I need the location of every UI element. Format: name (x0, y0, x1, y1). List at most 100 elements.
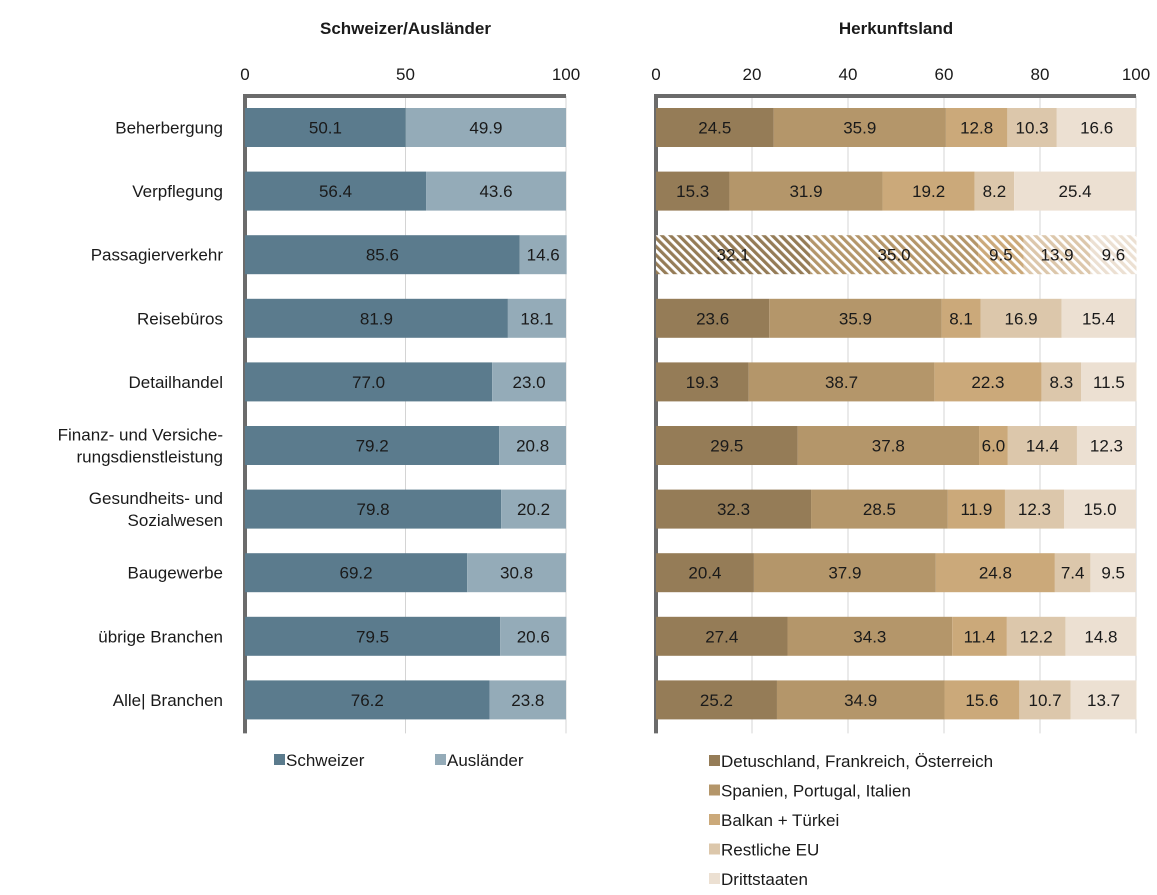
bar-balkan-tuerkei (947, 489, 1005, 529)
x-tick-label: 20 (743, 65, 762, 84)
x-tick-label: 40 (839, 65, 858, 84)
bar-auslaender (489, 680, 566, 720)
category-label: Passagierverkehr (91, 246, 224, 265)
data-label: 8.3 (1050, 373, 1074, 392)
category-label: Reisebüros (137, 309, 223, 328)
category-label: Detailhandel (128, 373, 223, 392)
bar-auslaender (405, 108, 566, 147)
bar-auslaender (426, 171, 566, 211)
bar-restliche-eu (1054, 553, 1091, 593)
bar-drittstaaten (1090, 235, 1137, 275)
bar-spanien-portugal-italien (729, 171, 883, 211)
data-label: 81.9 (360, 309, 393, 328)
data-label: 77.0 (352, 373, 385, 392)
data-label: 24.5 (698, 119, 731, 138)
bar-detuschland-frankreich-oesterreich (656, 362, 749, 402)
chart-title: Schweizer/Ausländer (320, 19, 491, 38)
data-label: 38.7 (825, 373, 858, 392)
bar-auslaender (499, 426, 566, 465)
data-label: 15.4 (1082, 309, 1115, 328)
bar-detuschland-frankreich-oesterreich (656, 235, 811, 275)
data-label: 23.0 (513, 373, 546, 392)
data-label: 37.9 (828, 564, 861, 583)
bar-spanien-portugal-italien (773, 108, 946, 147)
bar-spanien-portugal-italien (776, 680, 945, 720)
bar-schweizer (245, 680, 490, 720)
data-label: 20.4 (688, 564, 721, 583)
bar-spanien-portugal-italien (810, 235, 979, 275)
data-label: 49.9 (469, 119, 502, 138)
data-label: 15.0 (1083, 500, 1116, 519)
data-label: 9.5 (1101, 564, 1125, 583)
bar-drittstaaten (1090, 553, 1136, 593)
data-label: 35.0 (878, 246, 911, 265)
bar-spanien-portugal-italien (769, 298, 942, 338)
category-label: Beherbergung (115, 119, 223, 138)
data-label: 20.6 (517, 627, 550, 646)
data-label: 30.8 (500, 564, 533, 583)
category-label: rungsdienstleistung (77, 448, 223, 467)
data-label: 32.3 (717, 500, 750, 519)
bar-schweizer (245, 108, 406, 147)
data-label: 23.6 (696, 309, 729, 328)
bar-schweizer (245, 171, 427, 211)
bar-detuschland-frankreich-oesterreich (656, 298, 770, 338)
bar-auslaender (501, 489, 566, 529)
category-label: Alle| Branchen (113, 691, 223, 710)
bar-drittstaaten (1076, 426, 1136, 465)
data-label: 31.9 (789, 182, 822, 201)
legend-label: Ausländer (447, 751, 524, 770)
bar-balkan-tuerkei (945, 108, 1008, 147)
right-chart-panel: Herkunftsland 0 20 40 60 80 100 24.5 35.9 12.8 10.… (651, 19, 1150, 889)
data-label: 12.3 (1090, 437, 1123, 456)
legend-swatch (709, 843, 720, 855)
bar-restliche-eu (1004, 489, 1064, 529)
data-label: 12.3 (1018, 500, 1051, 519)
data-label: 12.2 (1020, 627, 1053, 646)
bar-restliche-eu (1019, 680, 1071, 720)
bar-detuschland-frankreich-oesterreich (656, 171, 730, 211)
data-label: 79.5 (356, 627, 389, 646)
data-label: 10.3 (1016, 119, 1049, 138)
bar-auslaender (507, 298, 566, 338)
legend-label: Spanien, Portugal, Italien (721, 782, 911, 801)
data-label: 14.6 (527, 246, 560, 265)
data-label: 35.9 (843, 119, 876, 138)
data-label: 14.8 (1084, 627, 1117, 646)
data-label: 11.5 (1093, 373, 1125, 392)
bar-balkan-tuerkei (952, 616, 1007, 656)
legend-swatch (709, 784, 720, 796)
data-label: 12.8 (960, 119, 993, 138)
legend-swatch (435, 754, 446, 765)
bar-spanien-portugal-italien (797, 426, 980, 465)
bar-auslaender (500, 616, 567, 656)
legend-swatch (709, 755, 720, 766)
x-tick-label: 60 (935, 65, 954, 84)
data-label: 32.1 (716, 246, 749, 265)
bar-schweizer (245, 489, 502, 529)
data-label: 11.4 (964, 627, 996, 646)
legend-label: Drittstaaten (721, 870, 808, 889)
bar-balkan-tuerkei (944, 680, 1020, 720)
bar-detuschland-frankreich-oesterreich (656, 616, 788, 656)
data-label: 7.4 (1061, 564, 1085, 583)
data-label: 50.1 (309, 119, 342, 138)
bar-restliche-eu (1007, 426, 1077, 465)
chart-title: Herkunftsland (839, 19, 953, 38)
data-label: 34.3 (853, 627, 886, 646)
data-label: 13.9 (1040, 246, 1073, 265)
x-tick-label: 80 (1031, 65, 1050, 84)
x-tick-label: 100 (552, 65, 580, 84)
data-label: 20.2 (517, 500, 550, 519)
bar-spanien-portugal-italien (811, 489, 948, 529)
bar-auslaender (492, 362, 566, 402)
data-label: 9.6 (1102, 246, 1126, 265)
data-label: 79.8 (357, 500, 390, 519)
data-label: 23.8 (511, 691, 544, 710)
bar-schweizer (245, 235, 520, 275)
category-label: Gesundheits- und (89, 489, 223, 508)
bar-restliche-eu (1007, 108, 1057, 147)
legend-label: Restliche EU (721, 841, 819, 860)
bar-spanien-portugal-italien (787, 616, 953, 656)
data-label: 37.8 (872, 437, 905, 456)
